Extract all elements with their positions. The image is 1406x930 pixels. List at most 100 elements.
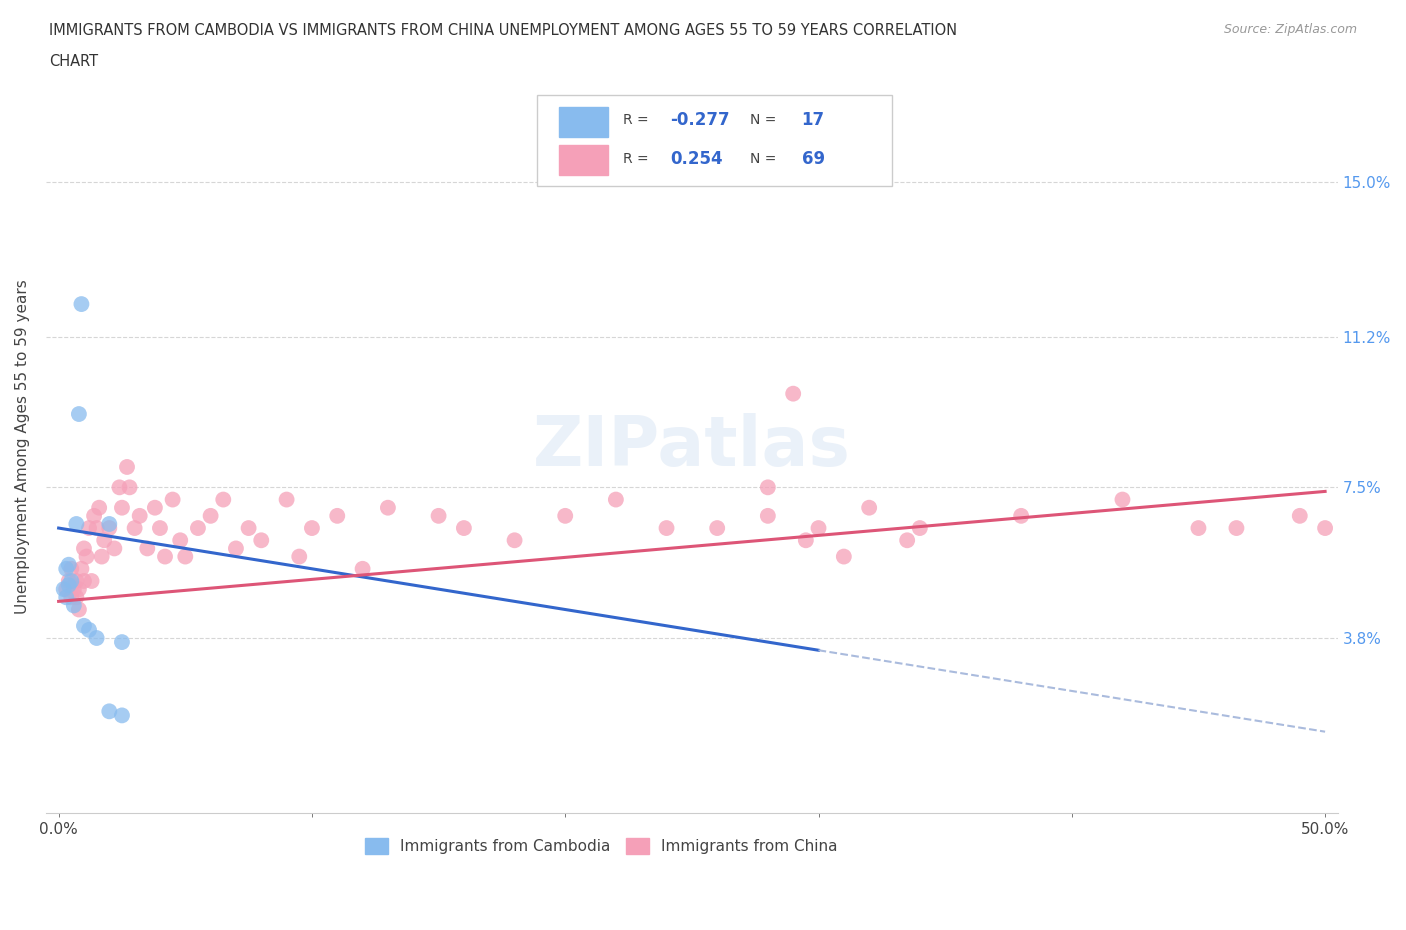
Point bbox=[169, 533, 191, 548]
Point bbox=[63, 581, 86, 596]
Text: Source: ZipAtlas.com: Source: ZipAtlas.com bbox=[1223, 23, 1357, 36]
Point bbox=[76, 549, 98, 564]
Point bbox=[1010, 509, 1032, 524]
Point bbox=[1313, 521, 1336, 536]
Text: ZIPatlas: ZIPatlas bbox=[533, 413, 851, 480]
Point bbox=[60, 562, 83, 577]
Point bbox=[807, 521, 830, 536]
Legend: Immigrants from Cambodia, Immigrants from China: Immigrants from Cambodia, Immigrants fro… bbox=[359, 832, 844, 860]
Point bbox=[55, 562, 77, 577]
Point bbox=[58, 574, 80, 589]
Text: 17: 17 bbox=[801, 112, 825, 129]
Point bbox=[162, 492, 184, 507]
Point bbox=[111, 500, 134, 515]
Point bbox=[250, 533, 273, 548]
Point bbox=[67, 581, 90, 596]
Text: N =: N = bbox=[749, 152, 776, 166]
Point bbox=[63, 598, 86, 613]
Point bbox=[301, 521, 323, 536]
Point bbox=[655, 521, 678, 536]
Text: -0.277: -0.277 bbox=[669, 112, 730, 129]
Point bbox=[706, 521, 728, 536]
Point bbox=[276, 492, 298, 507]
Point bbox=[70, 297, 93, 312]
Point bbox=[55, 581, 77, 596]
Point bbox=[65, 516, 87, 531]
Point bbox=[427, 509, 450, 524]
Point bbox=[58, 578, 80, 592]
Point bbox=[794, 533, 817, 548]
Point bbox=[782, 386, 804, 401]
Point bbox=[118, 480, 141, 495]
Point bbox=[98, 704, 121, 719]
Point bbox=[83, 509, 105, 524]
Point bbox=[65, 590, 87, 604]
Point bbox=[98, 521, 121, 536]
Point bbox=[86, 521, 108, 536]
Point bbox=[149, 521, 172, 536]
Point bbox=[93, 533, 115, 548]
Point bbox=[58, 557, 80, 572]
Point bbox=[60, 574, 83, 589]
Point bbox=[1225, 521, 1247, 536]
Point bbox=[1111, 492, 1133, 507]
Point bbox=[326, 509, 349, 524]
Point bbox=[605, 492, 627, 507]
Point bbox=[98, 516, 121, 531]
Point bbox=[128, 509, 150, 524]
Point bbox=[453, 521, 475, 536]
Point bbox=[187, 521, 209, 536]
Text: 69: 69 bbox=[801, 150, 825, 167]
Point bbox=[352, 562, 374, 577]
Point bbox=[756, 480, 779, 495]
Point bbox=[908, 521, 931, 536]
Text: 0.254: 0.254 bbox=[669, 150, 723, 167]
Point bbox=[832, 549, 855, 564]
Point bbox=[60, 590, 83, 604]
Point bbox=[896, 533, 918, 548]
Point bbox=[174, 549, 197, 564]
Point bbox=[225, 541, 247, 556]
Point bbox=[77, 622, 100, 637]
Point bbox=[503, 533, 526, 548]
Point bbox=[288, 549, 311, 564]
Point bbox=[67, 406, 90, 421]
Point bbox=[111, 634, 134, 649]
Point bbox=[554, 509, 576, 524]
Text: R =: R = bbox=[623, 152, 650, 166]
Bar bbox=[558, 107, 607, 137]
Point bbox=[115, 459, 138, 474]
Y-axis label: Unemployment Among Ages 55 to 59 years: Unemployment Among Ages 55 to 59 years bbox=[15, 279, 30, 614]
Point bbox=[1288, 509, 1310, 524]
Point bbox=[55, 590, 77, 604]
Point bbox=[77, 521, 100, 536]
FancyBboxPatch shape bbox=[537, 95, 891, 186]
Point bbox=[70, 562, 93, 577]
Point bbox=[73, 618, 96, 633]
Text: N =: N = bbox=[749, 113, 776, 127]
Point bbox=[143, 500, 166, 515]
Point bbox=[103, 541, 125, 556]
Point bbox=[153, 549, 176, 564]
Point bbox=[67, 602, 90, 617]
Point bbox=[1187, 521, 1209, 536]
Point bbox=[86, 631, 108, 645]
Point bbox=[108, 480, 131, 495]
Point bbox=[756, 509, 779, 524]
Point bbox=[80, 574, 103, 589]
Text: IMMIGRANTS FROM CAMBODIA VS IMMIGRANTS FROM CHINA UNEMPLOYMENT AMONG AGES 55 TO : IMMIGRANTS FROM CAMBODIA VS IMMIGRANTS F… bbox=[49, 23, 957, 38]
Text: R =: R = bbox=[623, 113, 650, 127]
Point bbox=[212, 492, 235, 507]
Point bbox=[73, 541, 96, 556]
Point bbox=[65, 574, 87, 589]
Point bbox=[52, 581, 75, 596]
Point bbox=[136, 541, 159, 556]
Point bbox=[377, 500, 399, 515]
Point bbox=[73, 574, 96, 589]
Point bbox=[200, 509, 222, 524]
Point bbox=[124, 521, 146, 536]
Point bbox=[858, 500, 880, 515]
Point bbox=[90, 549, 112, 564]
Point bbox=[89, 500, 111, 515]
Point bbox=[111, 708, 134, 723]
